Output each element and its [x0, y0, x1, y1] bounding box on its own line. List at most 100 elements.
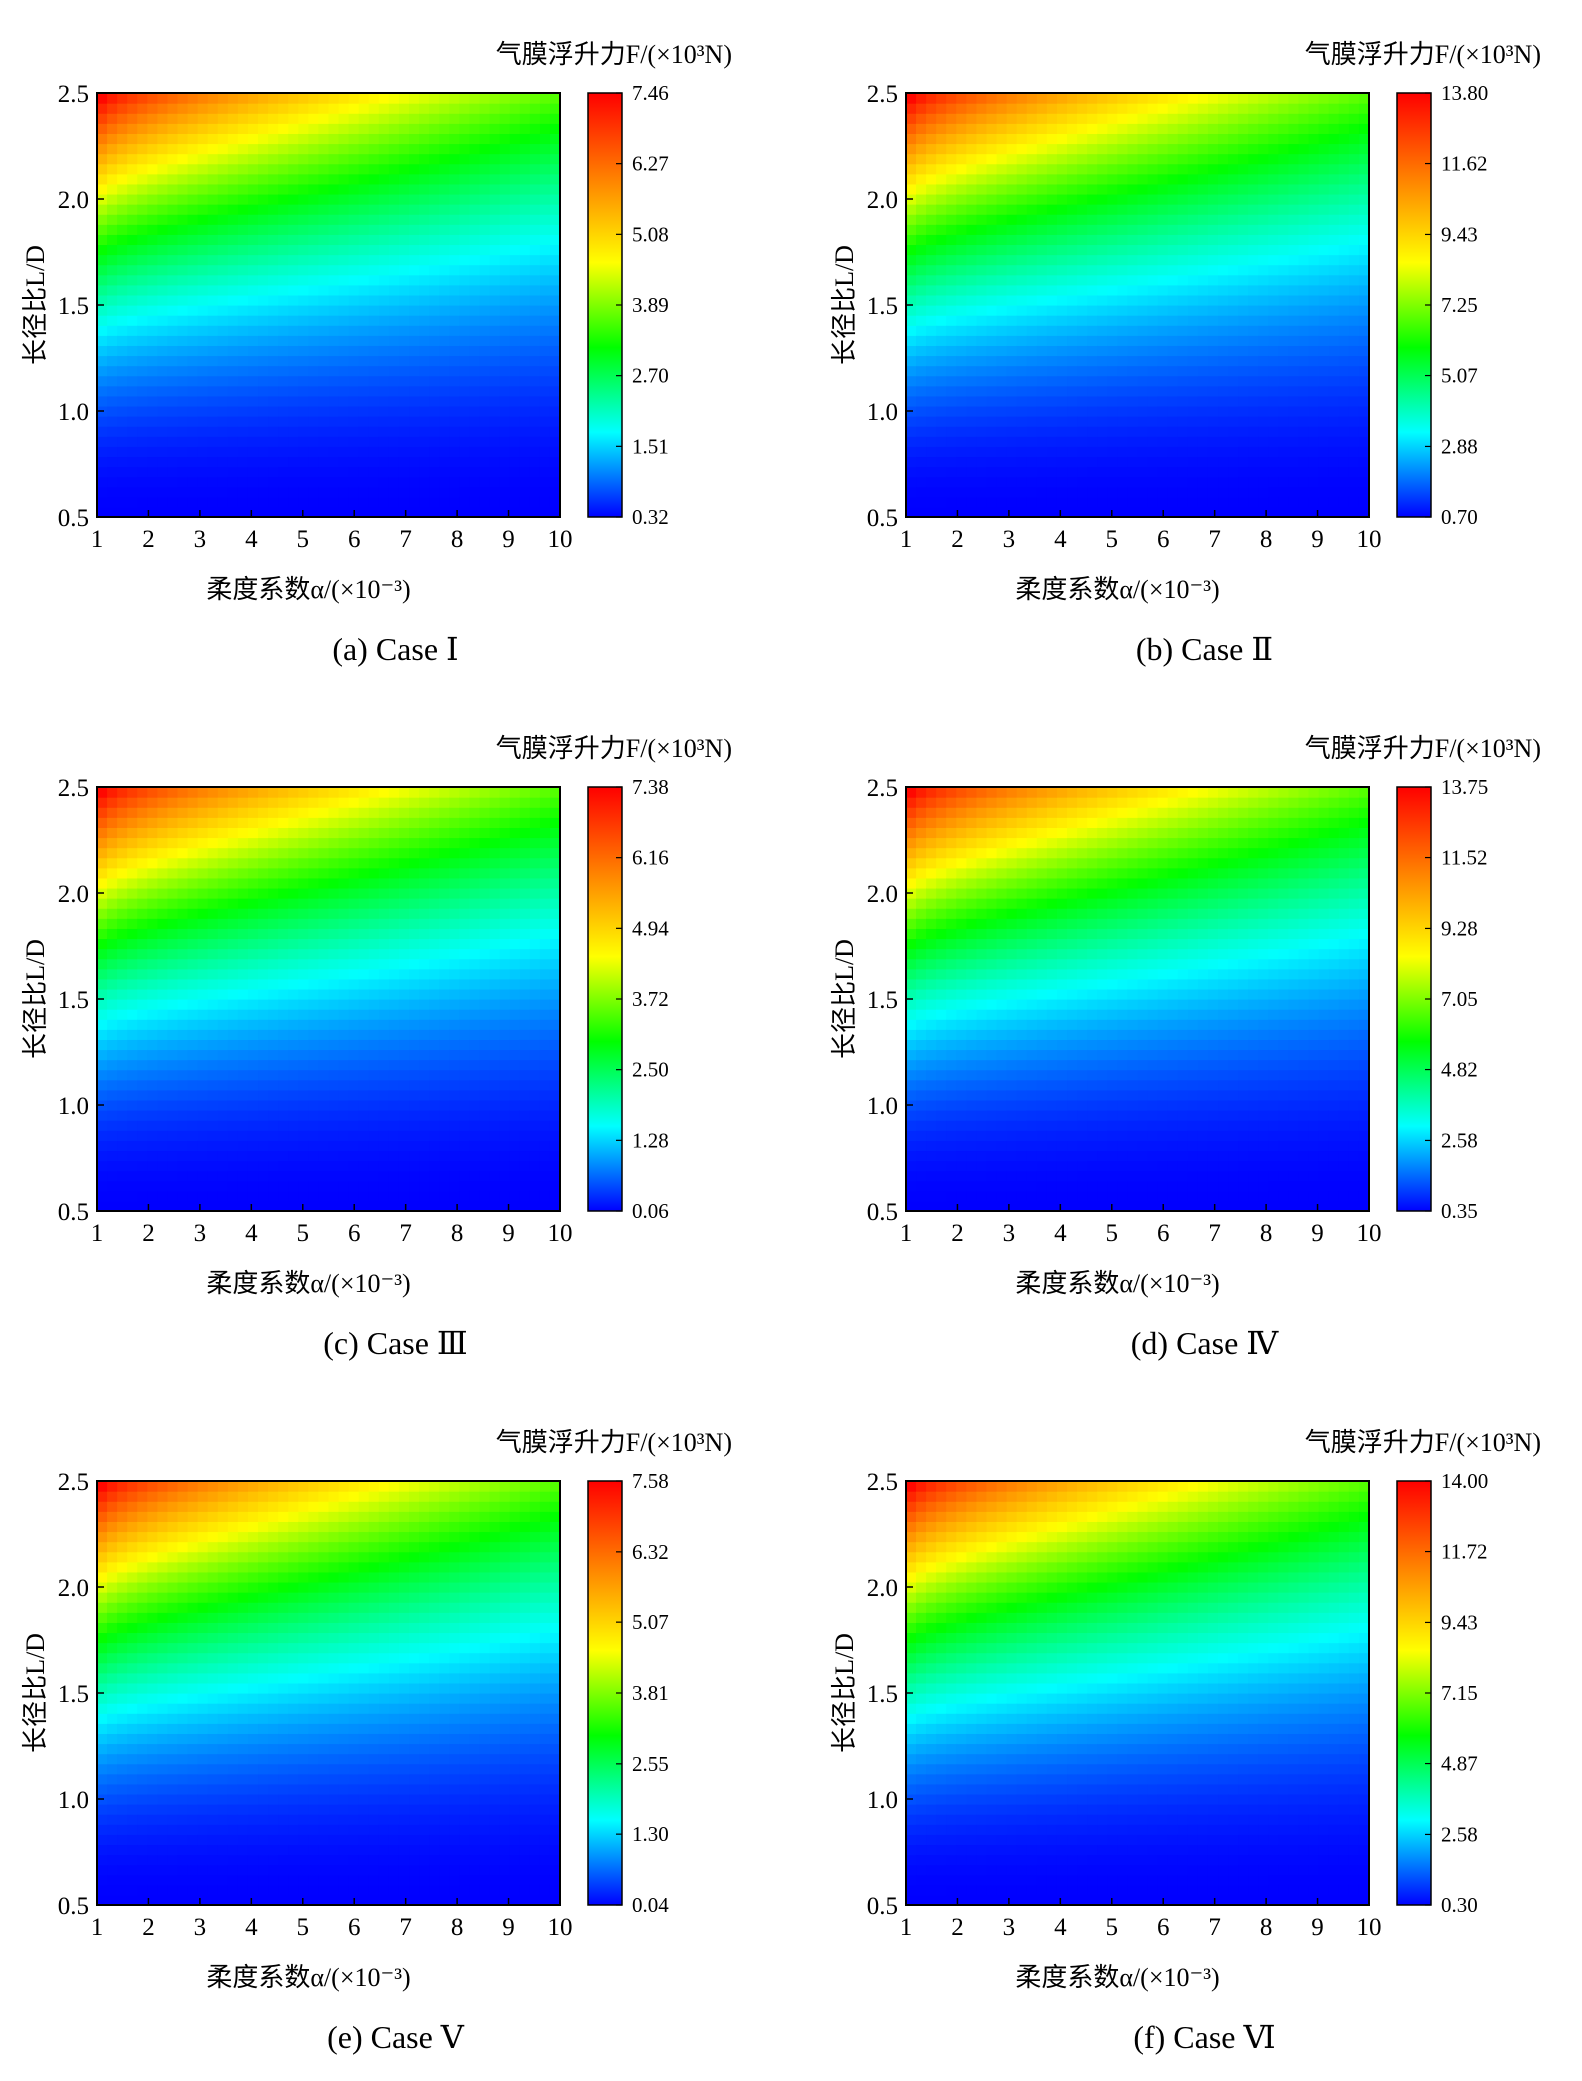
heatmap-cell — [298, 878, 309, 889]
heatmap-cell — [1117, 113, 1128, 124]
heatmap-cell — [258, 949, 269, 960]
heatmap-cell — [419, 174, 430, 185]
heatmap-cell — [1077, 416, 1088, 427]
heatmap-cell — [1349, 497, 1360, 508]
heatmap-cell — [399, 446, 410, 457]
heatmap-cell — [117, 979, 128, 990]
heatmap-cell — [520, 103, 531, 114]
heatmap-cell — [228, 93, 239, 104]
heatmap-cell — [278, 878, 289, 889]
heatmap-cell — [107, 244, 118, 255]
heatmap-cell — [1268, 214, 1279, 225]
heatmap-cell — [956, 467, 967, 478]
heatmap-cell — [298, 396, 309, 407]
heatmap-cell — [208, 133, 219, 144]
heatmap-cell — [278, 103, 289, 114]
heatmap-cell — [137, 315, 148, 326]
heatmap-cell — [188, 305, 199, 316]
heatmap-cell — [198, 456, 209, 467]
heatmap-cell — [1339, 386, 1350, 397]
heatmap-cell — [1278, 103, 1289, 114]
heatmap-cell — [167, 1100, 178, 1111]
heatmap-cell — [157, 345, 168, 356]
heatmap-cell — [500, 143, 511, 154]
heatmap-cell — [1138, 224, 1149, 235]
heatmap-cell — [157, 366, 168, 377]
heatmap-cell — [1127, 194, 1138, 205]
heatmap-cell — [1107, 255, 1118, 266]
heatmap-cell — [1238, 93, 1249, 104]
heatmap-cell — [258, 396, 269, 407]
heatmap-cell — [500, 224, 511, 235]
heatmap-cell — [208, 164, 219, 175]
heatmap-cell — [198, 426, 209, 437]
heatmap-cell — [167, 295, 178, 306]
heatmap-cell — [1057, 194, 1068, 205]
heatmap-cell — [469, 295, 480, 306]
heatmap-cell — [1127, 477, 1138, 488]
heatmap-cell — [359, 467, 370, 478]
heatmap-cell — [1329, 275, 1340, 286]
heatmap-cell — [1208, 113, 1219, 124]
heatmap-cell — [1228, 345, 1239, 356]
heatmap-cell — [107, 406, 118, 417]
heatmap-cell — [1158, 416, 1169, 427]
heatmap-cell — [228, 1130, 239, 1141]
heatmap-cell — [520, 456, 531, 467]
heatmap-cell — [946, 154, 957, 165]
heatmap-cell — [157, 1150, 168, 1161]
heatmap-cell — [926, 477, 937, 488]
heatmap-cell — [157, 827, 168, 838]
heatmap-cell — [906, 224, 917, 235]
heatmap-cell — [1127, 184, 1138, 195]
heatmap-cell — [258, 426, 269, 437]
heatmap-cell — [1127, 446, 1138, 457]
heatmap-cell — [1067, 244, 1078, 255]
heatmap-cell — [339, 436, 350, 447]
heatmap-cell — [258, 1201, 269, 1212]
heatmap-cell — [178, 255, 189, 266]
heatmap-cell — [1359, 285, 1370, 296]
heatmap-cell — [137, 234, 148, 245]
heatmap-cell — [966, 366, 977, 377]
heatmap-cell — [1158, 204, 1169, 215]
heatmap-cell — [268, 1060, 279, 1071]
heatmap-cell — [1188, 154, 1199, 165]
heatmap-cell — [976, 265, 987, 276]
heatmap-cell — [1258, 315, 1269, 326]
heatmap-cell — [157, 426, 168, 437]
heatmap-cell — [1319, 366, 1330, 377]
colorbar-tick-label: 2.70 — [632, 364, 669, 388]
heatmap-cell — [1339, 467, 1350, 478]
heatmap-cell — [1027, 446, 1038, 457]
heatmap-cell — [1228, 234, 1239, 245]
heatmap-cell — [1268, 406, 1279, 417]
heatmap-cell — [97, 265, 108, 276]
heatmap-cell — [329, 386, 340, 397]
heatmap-cell — [278, 154, 289, 165]
heatmap-cell — [178, 1070, 189, 1081]
heatmap-cell — [1248, 265, 1259, 276]
heatmap-cell — [1027, 154, 1038, 165]
heatmap-cell — [127, 1130, 138, 1141]
heatmap-cell — [1218, 426, 1229, 437]
heatmap-cell — [117, 335, 128, 346]
heatmap-cell — [966, 184, 977, 195]
heatmap-cell — [318, 507, 329, 518]
heatmap-cell — [550, 275, 561, 286]
heatmap-cell — [167, 1130, 178, 1141]
heatmap-cell — [1057, 113, 1068, 124]
heatmap-cell — [198, 898, 209, 909]
heatmap-cell — [127, 989, 138, 1000]
heatmap-cell — [916, 335, 927, 346]
heatmap-cell — [987, 275, 998, 286]
heatmap-cell — [1288, 436, 1299, 447]
heatmap-cell — [137, 787, 148, 798]
heatmap-cell — [329, 174, 340, 185]
heatmap-cell — [540, 305, 551, 316]
heatmap-cell — [510, 406, 521, 417]
heatmap-cell — [298, 467, 309, 478]
heatmap-cell — [278, 184, 289, 195]
heatmap-cell — [208, 1201, 219, 1212]
heatmap-cell — [248, 1171, 259, 1182]
